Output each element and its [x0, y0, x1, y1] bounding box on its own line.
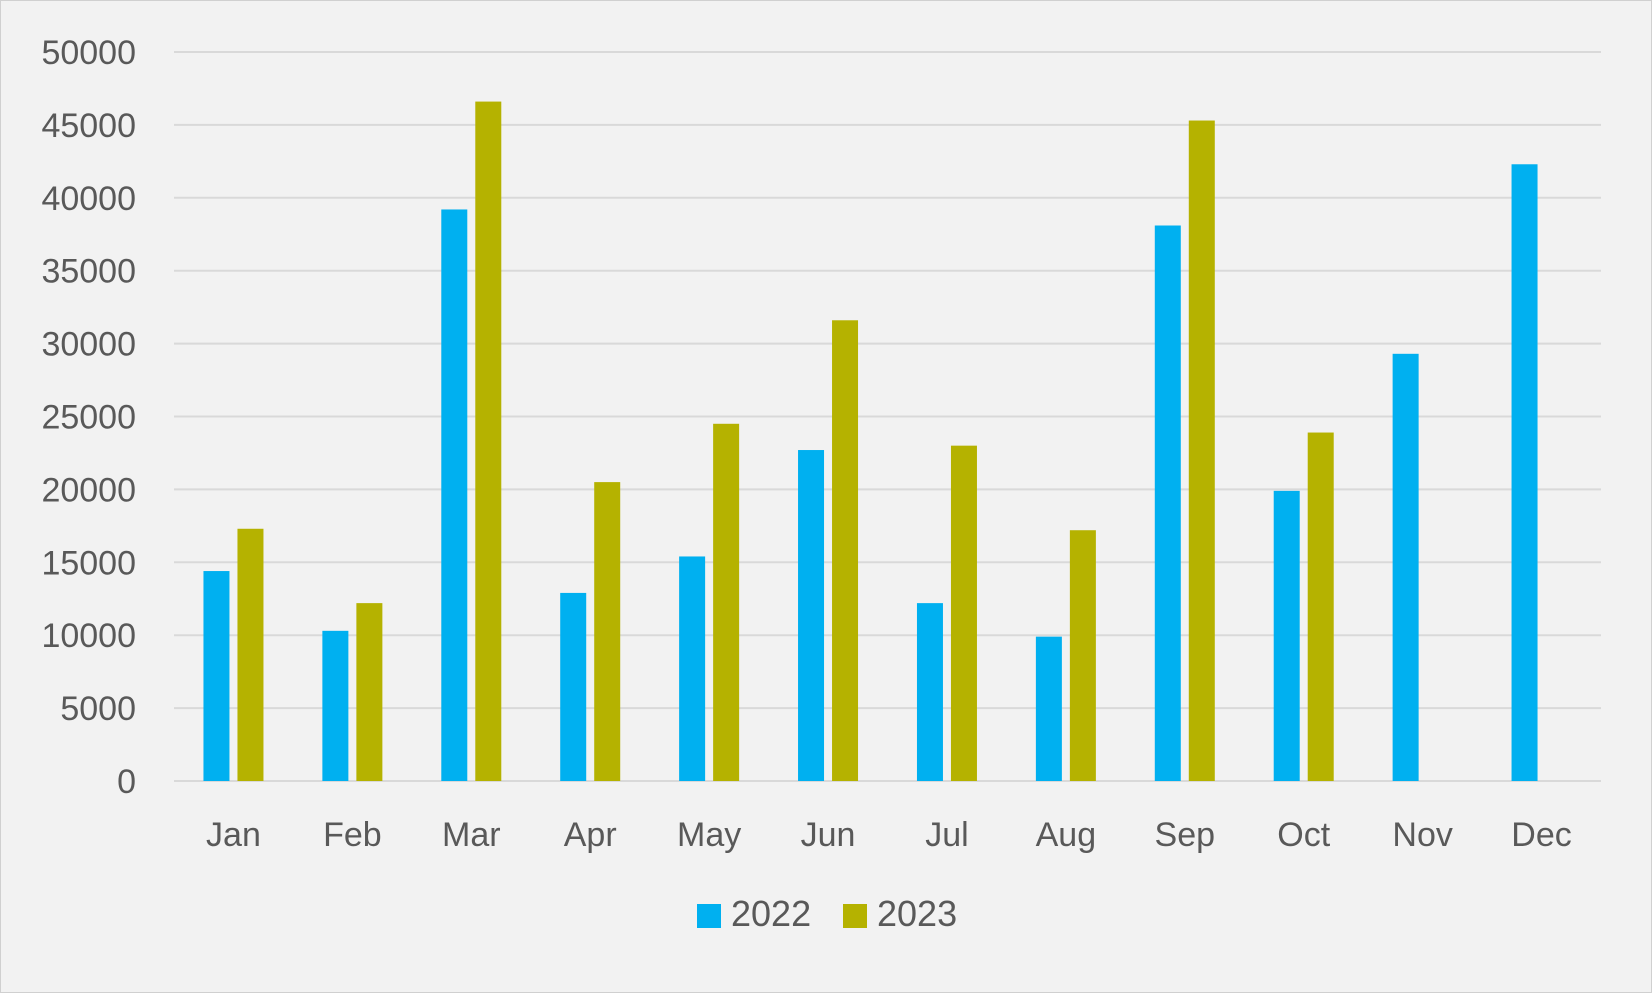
y-tick-label: 20000: [41, 471, 136, 509]
bar-2023-apr: [594, 482, 621, 781]
bar-2023-jul: [950, 445, 977, 781]
y-tick-label: 5000: [60, 690, 136, 728]
bar-2023-feb: [356, 603, 383, 781]
bar-2022-jan: [203, 571, 230, 781]
x-tick-label: Dec: [1511, 816, 1571, 854]
x-tick-label: Mar: [442, 816, 501, 854]
x-tick-label: Nov: [1392, 816, 1452, 854]
x-tick-label: Aug: [1036, 816, 1097, 854]
y-tick-label: 15000: [41, 544, 136, 582]
y-tick-label: 40000: [41, 180, 136, 218]
y-tick-label: 30000: [41, 326, 136, 364]
bar-2022-oct: [1273, 490, 1300, 781]
bar-2022-apr: [560, 592, 587, 781]
legend-label-2023: 2023: [877, 893, 957, 934]
legend-swatch-2022: [697, 904, 721, 928]
x-axis: Jan Feb Mar Apr May Jun Jul Aug Sep Oct Nov Dec: [206, 816, 1572, 854]
x-tick-label: Jun: [801, 816, 856, 854]
legend-swatch-2023: [843, 904, 867, 928]
bar-2022-jun: [798, 450, 825, 781]
bar-2023-jun: [832, 320, 859, 781]
legend: 2022 2023: [697, 893, 957, 934]
x-tick-label: Jan: [206, 816, 261, 854]
bar-2022-feb: [322, 630, 349, 781]
bar-2022-sep: [1154, 225, 1181, 781]
bar-2023-may: [713, 423, 740, 781]
bar-2023-jan: [237, 528, 264, 781]
y-tick-label: 0: [117, 763, 136, 801]
bar-2022-jul: [916, 603, 943, 781]
bar-2023-aug: [1069, 530, 1096, 781]
y-axis: 0 5000 10000 15000 20000 25000 30000 35000 40000…: [41, 34, 136, 801]
x-tick-label: Apr: [564, 816, 617, 854]
bar-2022-dec: [1511, 164, 1538, 782]
y-tick-label: 50000: [41, 34, 136, 72]
bar-2022-may: [679, 556, 706, 781]
y-tick-label: 35000: [41, 253, 136, 291]
bar-2023-sep: [1188, 120, 1215, 781]
y-tick-label: 25000: [41, 399, 136, 437]
bar-2023-oct: [1307, 432, 1334, 781]
x-tick-label: Jul: [925, 816, 968, 854]
bar-2023-mar: [475, 101, 502, 781]
x-tick-label: May: [677, 816, 741, 854]
bars: [203, 101, 1538, 782]
legend-label-2022: 2022: [731, 893, 811, 934]
y-tick-label: 10000: [41, 617, 136, 655]
bar-2022-aug: [1035, 636, 1062, 781]
bar-2022-nov: [1392, 353, 1419, 781]
x-tick-label: Oct: [1277, 816, 1330, 854]
x-tick-label: Feb: [323, 816, 382, 854]
y-tick-label: 45000: [41, 107, 136, 145]
x-tick-label: Sep: [1155, 816, 1216, 854]
gridlines: [174, 51, 1601, 782]
bar-2022-mar: [441, 209, 468, 782]
